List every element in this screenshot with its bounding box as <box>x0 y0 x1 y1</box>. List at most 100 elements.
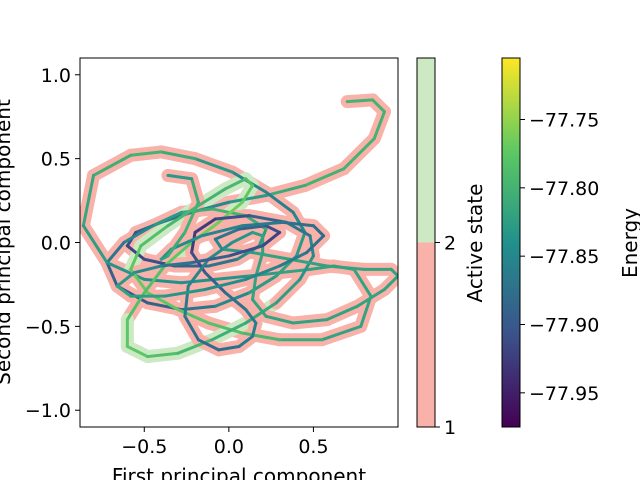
trajectory-segment <box>389 267 398 278</box>
trajectory-segment <box>251 251 292 261</box>
trajectory-segment <box>200 224 244 238</box>
y-tick-label: 0.5 <box>41 149 71 171</box>
trajectory-segment <box>342 137 376 171</box>
energy-tick-label: −77.75 <box>529 110 599 132</box>
trajectory-segment <box>129 150 163 157</box>
trajectory-segment <box>129 244 143 271</box>
trajectory-segment <box>142 264 167 295</box>
energy-tick-label: −77.90 <box>529 315 599 337</box>
trajectory-segment <box>254 251 265 278</box>
trajectory-segment <box>207 257 239 268</box>
state-tick-label: 2 <box>444 233 456 255</box>
trajectory-segment <box>251 230 265 238</box>
trajectory-segment <box>169 234 204 251</box>
trajectory-segment <box>303 167 346 187</box>
trajectory-segment <box>281 220 315 228</box>
energy-colorbar-label: Energy <box>618 208 640 278</box>
trajectory-segment <box>213 274 251 281</box>
trajectory-segment <box>105 241 126 265</box>
y-tick-label: 1.0 <box>41 65 71 87</box>
trajectory-segment <box>264 183 307 198</box>
trajectory-segment <box>251 274 258 302</box>
x-tick-label: 0.0 <box>214 436 244 458</box>
state-colorbar-band <box>417 58 435 243</box>
trajectory-segment <box>325 304 359 322</box>
trajectory-segment <box>92 153 133 177</box>
trajectory-segment <box>151 210 183 228</box>
y-axis-label: Second principal component <box>0 99 15 385</box>
trajectory-segment <box>213 237 224 251</box>
trajectory-segment <box>207 321 244 335</box>
trajectory-segment <box>146 351 180 359</box>
x-tick-label: −0.5 <box>121 436 167 458</box>
trajectory-segment <box>237 224 268 231</box>
trajectory-segment <box>240 331 282 342</box>
trajectory-segment <box>244 301 278 325</box>
trajectory-segment <box>217 344 241 352</box>
state-tick-label: 1 <box>444 417 456 439</box>
trajectory-segment <box>105 261 119 288</box>
trajectory-segment <box>190 254 231 265</box>
trajectory-segment <box>295 230 307 258</box>
trajectory-segment <box>159 261 194 268</box>
energy-colorbar-gradient <box>502 58 520 427</box>
y-tick-label: −0.5 <box>25 316 71 338</box>
trajectory-segment <box>278 251 309 268</box>
trajectory-segment <box>291 210 307 234</box>
trajectory-segment <box>311 224 326 238</box>
trajectory-segment <box>223 291 248 312</box>
trajectory-segment <box>176 338 214 355</box>
x-axis-ticks: −0.5 0.0 0.5 <box>121 427 329 458</box>
trajectory-segment <box>223 177 248 191</box>
x-tick-label: 0.5 <box>298 436 328 458</box>
trajectory-segment <box>207 241 234 261</box>
trajectory-segment <box>244 308 258 325</box>
trajectory-segment <box>196 338 221 352</box>
trajectory-segment <box>193 217 217 234</box>
trajectory-segment <box>190 177 200 204</box>
energy-tick-label: −77.85 <box>529 246 599 268</box>
trajectory-segment <box>305 234 326 255</box>
trajectory-segment <box>244 264 282 281</box>
trajectory-segment <box>264 314 295 325</box>
trajectory-segment <box>183 200 200 234</box>
trajectory-segment <box>81 173 96 228</box>
trajectory-segment <box>203 271 227 295</box>
trajectory-segment <box>240 220 285 228</box>
y-tick-label: 0.0 <box>41 233 71 255</box>
trajectory-segment <box>220 247 255 255</box>
energy-tick-label: −77.80 <box>529 178 599 200</box>
trajectory-segment <box>105 261 146 281</box>
trajectory-segment <box>240 183 255 204</box>
trajectory-segment <box>132 264 163 275</box>
trajectory-segment <box>345 98 375 104</box>
trajectory-segment <box>115 284 133 298</box>
active-state-colorbar: 1 2 Active state <box>416 57 487 439</box>
trajectory-segment <box>203 277 248 291</box>
x-axis-label: First principal component <box>112 464 366 480</box>
trajectory-segment <box>352 267 373 298</box>
trajectory-segment <box>186 257 211 288</box>
trajectory-segment <box>251 321 258 338</box>
trajectory-segment <box>166 173 194 181</box>
trajectory-segment <box>244 177 255 187</box>
state-colorbar-label: Active state <box>463 184 487 303</box>
energy-trajectory <box>81 98 398 359</box>
trajectory-segment <box>81 224 109 265</box>
trajectory-segment <box>166 204 200 228</box>
energy-colorbar: −77.95 −77.90 −77.85 −77.80 −77.75 Energy <box>501 57 640 428</box>
trajectory-segment <box>213 227 241 241</box>
trajectory-segment <box>213 214 251 221</box>
trajectory-segment <box>261 230 282 248</box>
trajectory-segment <box>372 110 386 141</box>
trajectory-segment <box>125 344 150 359</box>
trajectory-segment <box>210 321 248 342</box>
trajectory-segment <box>193 157 234 174</box>
trajectory-segment <box>159 150 197 161</box>
y-axis-ticks: −1.0 −0.5 0.0 0.5 1.0 <box>25 65 80 422</box>
trajectory-segment <box>166 230 187 258</box>
trajectory-segment <box>355 287 386 308</box>
y-tick-label: −1.0 <box>25 400 71 422</box>
trajectory-segment <box>298 254 315 281</box>
trajectory-segment <box>251 298 268 318</box>
